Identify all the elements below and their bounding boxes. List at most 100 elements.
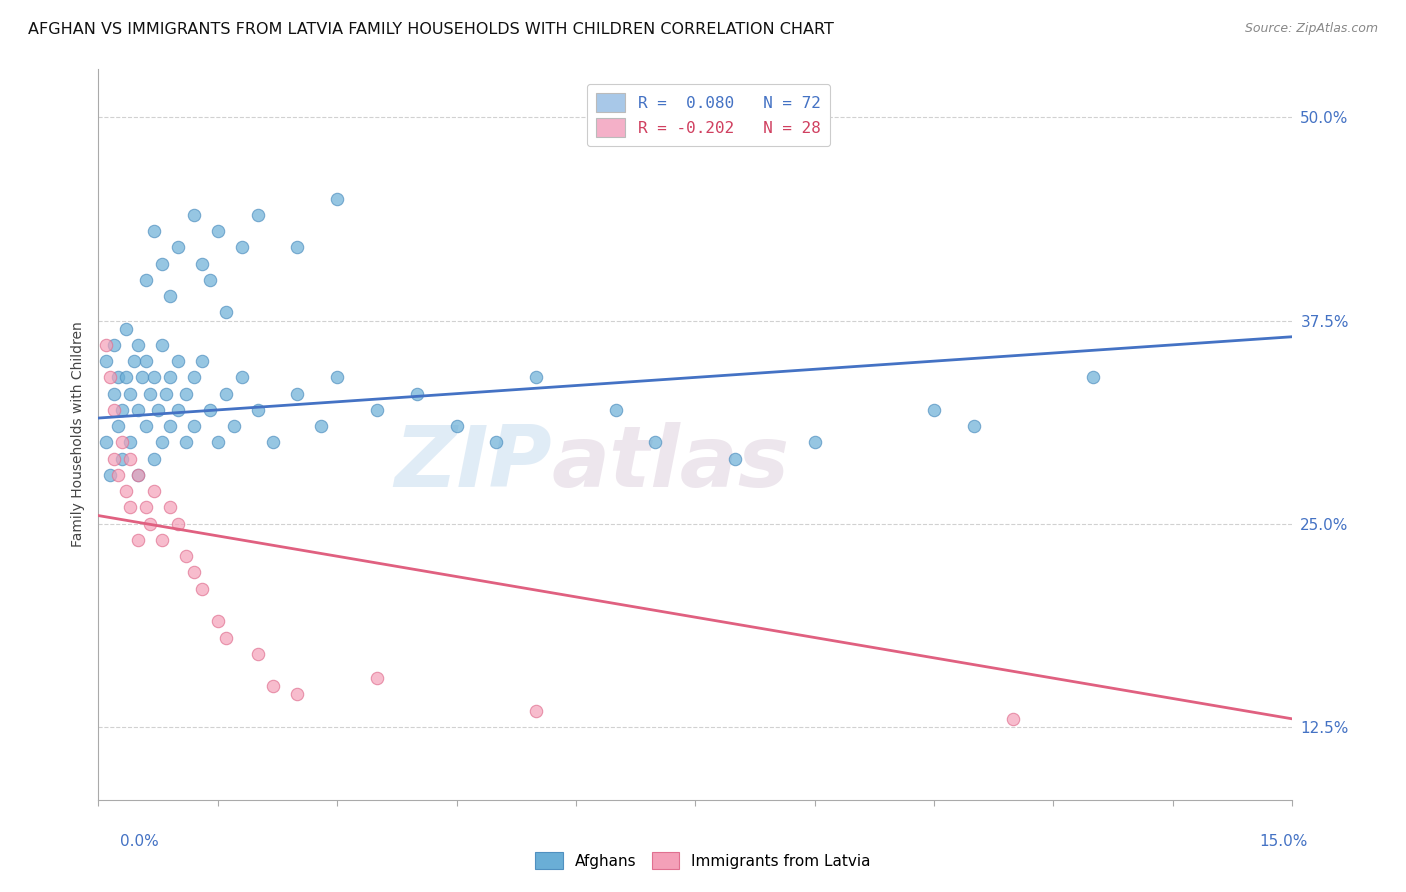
Point bbox=[96, 435, 118, 450]
Point bbox=[135, 419, 157, 434]
Point bbox=[222, 419, 245, 434]
Point bbox=[120, 500, 142, 515]
Point bbox=[198, 403, 221, 417]
Point bbox=[135, 273, 157, 287]
Point bbox=[605, 403, 627, 417]
Point bbox=[174, 549, 197, 564]
Point bbox=[207, 614, 229, 628]
Point bbox=[103, 403, 125, 417]
Point bbox=[111, 435, 134, 450]
Point bbox=[167, 240, 190, 254]
Point bbox=[963, 419, 986, 434]
Point bbox=[146, 403, 169, 417]
Point bbox=[231, 240, 253, 254]
Point bbox=[215, 631, 238, 645]
Point bbox=[139, 516, 162, 531]
Point bbox=[122, 354, 145, 368]
Text: AFGHAN VS IMMIGRANTS FROM LATVIA FAMILY HOUSEHOLDS WITH CHILDREN CORRELATION CHA: AFGHAN VS IMMIGRANTS FROM LATVIA FAMILY … bbox=[28, 22, 834, 37]
Point bbox=[159, 419, 181, 434]
Point bbox=[120, 435, 142, 450]
Point bbox=[326, 370, 349, 384]
Point bbox=[159, 289, 181, 303]
Point bbox=[198, 273, 221, 287]
Point bbox=[159, 500, 181, 515]
Point bbox=[98, 370, 121, 384]
Point bbox=[366, 403, 388, 417]
Point bbox=[103, 451, 125, 466]
Point bbox=[103, 338, 125, 352]
Point bbox=[263, 679, 285, 693]
Point bbox=[174, 435, 197, 450]
Point bbox=[183, 566, 205, 580]
Point bbox=[174, 386, 197, 401]
Point bbox=[139, 386, 162, 401]
Legend: Afghans, Immigrants from Latvia: Afghans, Immigrants from Latvia bbox=[529, 846, 877, 875]
Point bbox=[96, 338, 118, 352]
Point bbox=[96, 354, 118, 368]
Point bbox=[107, 467, 129, 482]
Point bbox=[285, 386, 308, 401]
Point bbox=[215, 305, 238, 319]
Point bbox=[111, 451, 134, 466]
Point bbox=[120, 451, 142, 466]
Point bbox=[143, 224, 166, 238]
Point bbox=[127, 467, 149, 482]
Point bbox=[131, 370, 153, 384]
Point bbox=[207, 435, 229, 450]
Point bbox=[167, 403, 190, 417]
Point bbox=[183, 208, 205, 222]
Text: 15.0%: 15.0% bbox=[1260, 834, 1308, 849]
Point bbox=[127, 338, 149, 352]
Point bbox=[115, 370, 138, 384]
Point bbox=[1081, 370, 1104, 384]
Point bbox=[803, 435, 825, 450]
Point bbox=[115, 484, 138, 499]
Point bbox=[111, 403, 134, 417]
Y-axis label: Family Households with Children: Family Households with Children bbox=[72, 321, 86, 547]
Point bbox=[644, 435, 666, 450]
Point bbox=[191, 582, 214, 596]
Point bbox=[127, 403, 149, 417]
Text: ZIP: ZIP bbox=[394, 422, 553, 505]
Text: 0.0%: 0.0% bbox=[120, 834, 159, 849]
Point bbox=[485, 435, 508, 450]
Point bbox=[135, 500, 157, 515]
Point bbox=[115, 321, 138, 335]
Point bbox=[150, 338, 173, 352]
Point bbox=[246, 647, 269, 661]
Legend: R =  0.080   N = 72, R = -0.202   N = 28: R = 0.080 N = 72, R = -0.202 N = 28 bbox=[586, 84, 831, 146]
Point bbox=[191, 257, 214, 271]
Point bbox=[183, 370, 205, 384]
Point bbox=[263, 435, 285, 450]
Point bbox=[724, 451, 747, 466]
Point bbox=[446, 419, 468, 434]
Point bbox=[103, 386, 125, 401]
Point bbox=[215, 386, 238, 401]
Point bbox=[405, 386, 427, 401]
Point bbox=[231, 370, 253, 384]
Point bbox=[107, 419, 129, 434]
Point bbox=[246, 208, 269, 222]
Point bbox=[155, 386, 177, 401]
Point bbox=[285, 240, 308, 254]
Point bbox=[98, 467, 121, 482]
Point bbox=[143, 370, 166, 384]
Point bbox=[309, 419, 332, 434]
Point bbox=[107, 370, 129, 384]
Point bbox=[326, 192, 349, 206]
Point bbox=[150, 257, 173, 271]
Point bbox=[159, 370, 181, 384]
Text: atlas: atlas bbox=[553, 422, 790, 505]
Point bbox=[246, 403, 269, 417]
Point bbox=[183, 419, 205, 434]
Point bbox=[167, 516, 190, 531]
Point bbox=[207, 224, 229, 238]
Point bbox=[524, 370, 547, 384]
Point bbox=[167, 354, 190, 368]
Point bbox=[135, 354, 157, 368]
Point bbox=[143, 451, 166, 466]
Point bbox=[143, 484, 166, 499]
Point bbox=[150, 533, 173, 547]
Point bbox=[1002, 712, 1025, 726]
Point bbox=[922, 403, 945, 417]
